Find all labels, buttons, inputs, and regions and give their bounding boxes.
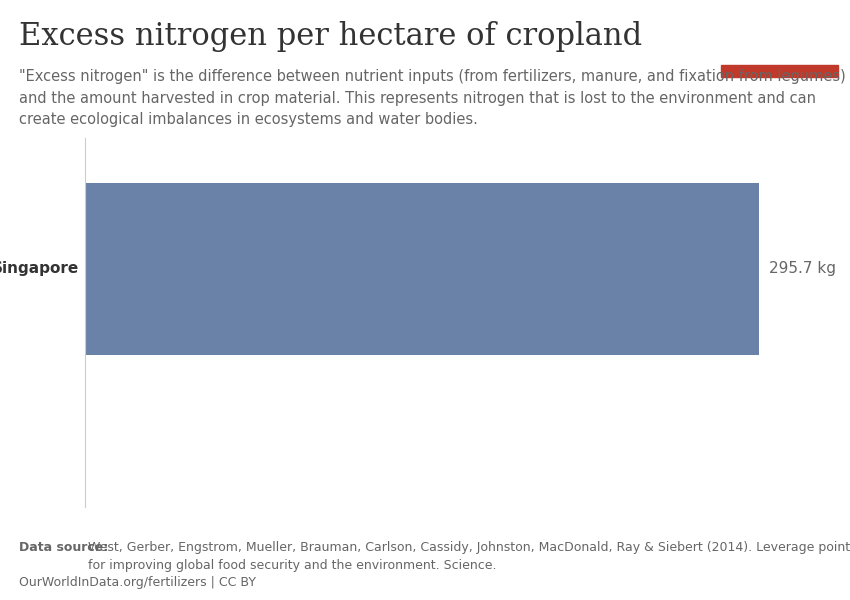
Text: Singapore: Singapore bbox=[0, 262, 80, 277]
Text: West, Gerber, Engstrom, Mueller, Brauman, Carlson, Cassidy, Johnston, MacDonald,: West, Gerber, Engstrom, Mueller, Brauman… bbox=[88, 541, 850, 572]
Text: 295.7 kg: 295.7 kg bbox=[769, 262, 836, 277]
Text: "Excess nitrogen" is the difference between nutrient inputs (from fertilizers, m: "Excess nitrogen" is the difference betw… bbox=[19, 69, 846, 127]
Text: OurWorldInData.org/fertilizers | CC BY: OurWorldInData.org/fertilizers | CC BY bbox=[19, 576, 256, 589]
Bar bbox=[721, 65, 838, 77]
Text: Data source:: Data source: bbox=[19, 541, 108, 554]
Text: Our World
in Data: Our World in Data bbox=[746, 22, 813, 52]
Text: Excess nitrogen per hectare of cropland: Excess nitrogen per hectare of cropland bbox=[19, 21, 642, 52]
Bar bbox=[85, 183, 759, 355]
